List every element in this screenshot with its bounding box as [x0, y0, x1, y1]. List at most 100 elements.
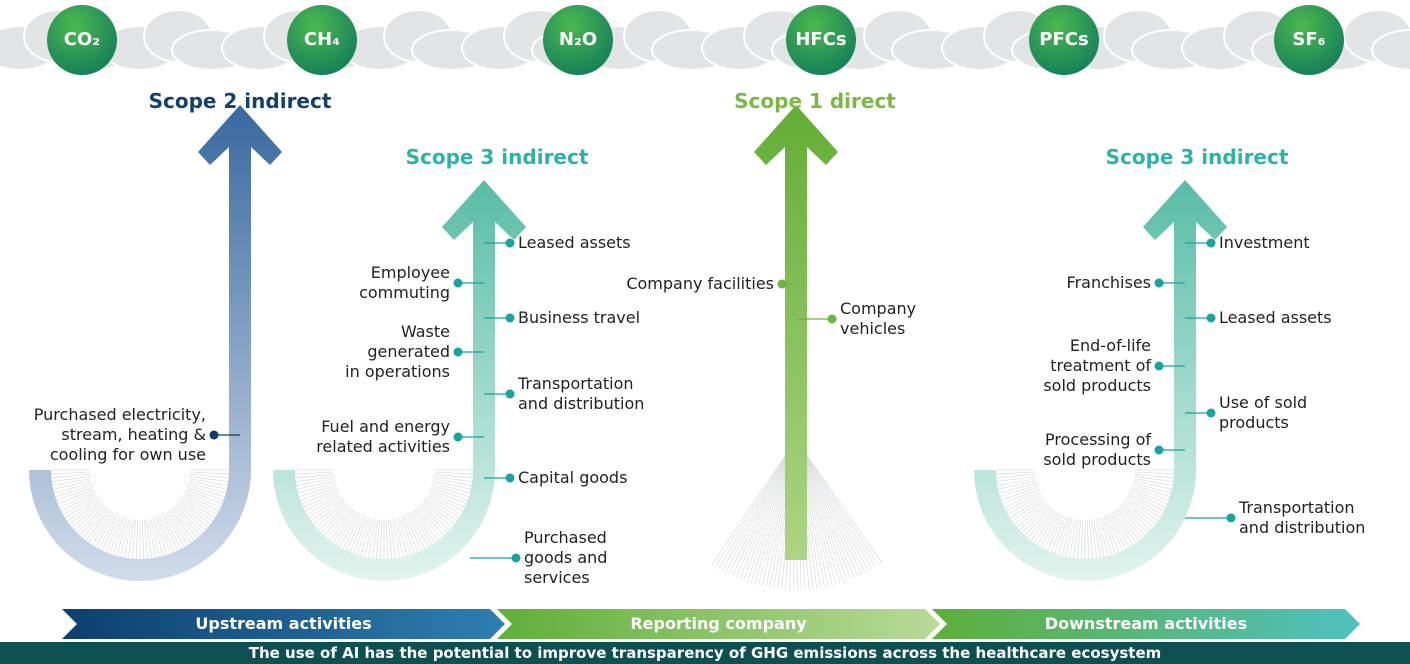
arrow-shaft [974, 220, 1196, 581]
dot [505, 473, 515, 483]
hatch [795, 439, 880, 566]
hatch [188, 480, 227, 490]
hatch [304, 492, 340, 512]
item-label: Leased assets [518, 233, 631, 252]
hatch [1113, 510, 1137, 544]
hatch [69, 500, 101, 525]
hatch [1004, 490, 1040, 508]
hatch [360, 518, 372, 557]
hatch [152, 518, 164, 557]
hatch [1014, 500, 1046, 525]
hatch [1050, 516, 1067, 553]
hatch [131, 519, 136, 559]
hatch [1002, 488, 1039, 505]
hatch [64, 496, 99, 519]
hatch [1054, 516, 1069, 554]
hatch [1121, 503, 1151, 531]
stage-chevron [497, 609, 940, 639]
item-label: Transportation and distribution [518, 374, 645, 413]
stage-label: Upstream activities [195, 614, 372, 633]
hatch [432, 482, 471, 494]
dot [505, 238, 515, 248]
hatch [85, 509, 110, 541]
gas-label: SF₆ [1292, 29, 1326, 50]
hatch [1069, 519, 1077, 558]
hatch [1126, 496, 1161, 519]
gas-circle [1274, 5, 1344, 75]
hatch [1086, 519, 1090, 559]
hatch [339, 513, 360, 548]
gas-circle [287, 5, 357, 75]
hatch [1134, 471, 1174, 475]
hatch [392, 519, 400, 558]
item-label: Use of sold products [1219, 393, 1308, 432]
hatch [410, 511, 433, 546]
dot [1206, 313, 1216, 323]
dot [827, 314, 837, 324]
hatch [148, 519, 156, 558]
arrow-head [1143, 180, 1227, 240]
hatch [53, 480, 92, 490]
hatch [171, 508, 198, 539]
hatch [1089, 519, 1094, 559]
dot [1206, 408, 1216, 418]
hatch [1131, 486, 1169, 501]
hatch [394, 518, 404, 557]
hatch [1116, 508, 1143, 539]
hatch [335, 511, 358, 546]
hatch [326, 508, 353, 539]
hatch [433, 471, 473, 475]
hatch [135, 519, 139, 559]
dot [777, 279, 787, 289]
hatch [420, 503, 450, 531]
hatch [160, 515, 178, 551]
hatch [996, 474, 1036, 479]
hatch [795, 439, 876, 568]
hatch [1024, 506, 1052, 536]
hatch [154, 517, 168, 555]
hatch [323, 506, 351, 536]
gas-label: PFCs [1039, 29, 1089, 50]
hatch [116, 518, 128, 557]
hatch [1124, 500, 1156, 525]
hatch [356, 517, 370, 555]
dot [1154, 361, 1164, 371]
hatch [105, 516, 122, 553]
hatch [1040, 513, 1061, 548]
hatch [1129, 492, 1165, 512]
hatch [1128, 494, 1163, 515]
hatch [186, 488, 223, 505]
hatch [56, 486, 94, 501]
hatch [1033, 510, 1057, 544]
hatch [79, 506, 107, 536]
hatch [1065, 518, 1075, 557]
hatch [158, 516, 175, 553]
hatch [433, 478, 472, 486]
gas-label: N₂O [558, 29, 598, 50]
hatch [388, 519, 393, 559]
dot [453, 278, 463, 288]
hatch [1105, 515, 1123, 551]
hatch [372, 519, 378, 559]
hatch [1021, 505, 1050, 534]
item-label: Purchased goods and services [524, 528, 608, 587]
hatch [295, 476, 335, 482]
item-label: Waste generated in operations [345, 322, 450, 381]
hatch [430, 488, 467, 505]
hatch [415, 508, 442, 539]
hatch [432, 480, 471, 490]
hatch [183, 494, 218, 515]
hatch [124, 519, 132, 558]
hatch [1131, 488, 1168, 505]
hatch [1057, 517, 1071, 555]
dot [511, 553, 521, 563]
hatch [430, 486, 468, 501]
item-label: Transportation and distribution [1239, 498, 1366, 537]
hatch [1001, 486, 1039, 501]
item-label: Employee commuting [359, 263, 450, 302]
arrow-head [198, 105, 282, 165]
hatch [52, 478, 91, 486]
hatch [1101, 516, 1116, 554]
hatch [184, 492, 220, 512]
hatch [349, 516, 366, 553]
